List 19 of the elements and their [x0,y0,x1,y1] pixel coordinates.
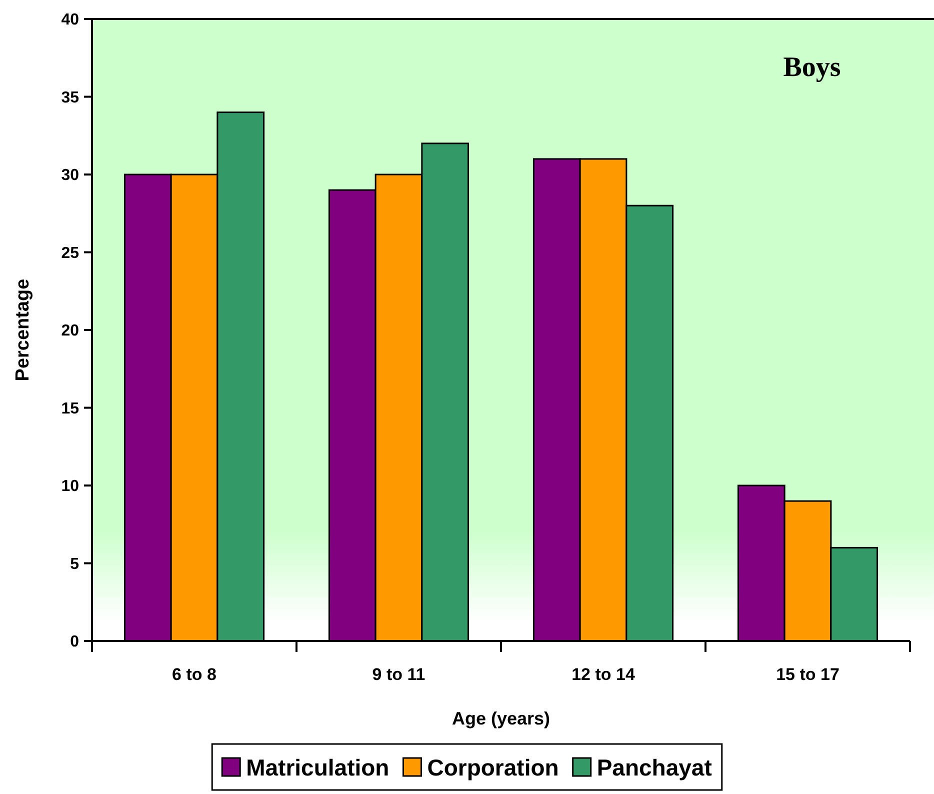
y-axis-title: Percentage [12,278,34,382]
y-tick-label: 15 [61,400,80,418]
x-axis-title: Age (years) [452,708,550,728]
y-tick-label: 0 [70,634,80,651]
y-tick-label: 40 [61,12,80,29]
y-tick-label: 10 [61,478,80,496]
x-tick-label: 15 to 17 [776,664,840,684]
y-tick-label: 5 [70,556,80,573]
y-tick-label: 20 [61,322,80,340]
y-tick-label: 25 [61,244,80,262]
legend-label: Matriculation [246,754,390,780]
text: Boys [783,52,841,83]
legend-label: Panchayat [596,754,712,780]
legend-label: Corporation [427,754,559,780]
y-tick-label: 30 [61,167,80,184]
x-tick-label: 12 to 14 [572,664,636,684]
x-tick-label: 9 to 11 [372,664,426,684]
x-tick-label: 6 to 8 [172,664,216,684]
y-tick-label: 35 [61,89,80,106]
